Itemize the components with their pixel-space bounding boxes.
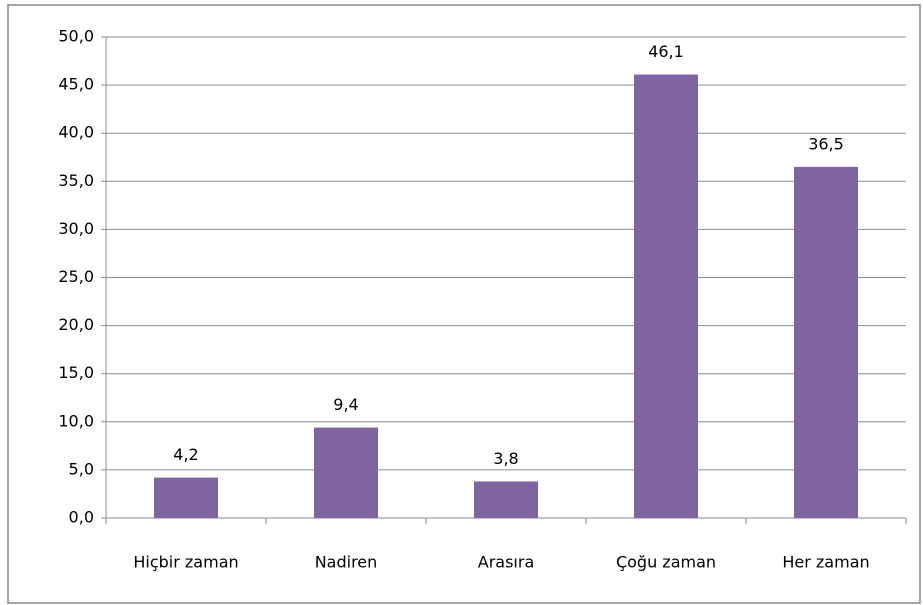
y-tick-label: 45,0 bbox=[58, 75, 94, 94]
y-tick-label: 30,0 bbox=[58, 219, 94, 238]
chart-frame bbox=[7, 4, 921, 604]
bar bbox=[314, 427, 378, 518]
data-label: 36,5 bbox=[808, 134, 844, 153]
y-tick-label: 5,0 bbox=[69, 459, 94, 478]
data-label: 4,2 bbox=[173, 445, 198, 464]
y-tick-label: 40,0 bbox=[58, 123, 94, 142]
y-tick-label: 0,0 bbox=[69, 508, 94, 527]
bar bbox=[154, 477, 218, 518]
data-label: 9,4 bbox=[333, 395, 358, 414]
y-tick-label: 50,0 bbox=[58, 27, 94, 46]
data-label: 3,8 bbox=[493, 449, 518, 468]
bar bbox=[634, 74, 698, 518]
y-tick-label: 25,0 bbox=[58, 267, 94, 286]
y-tick-label: 20,0 bbox=[58, 315, 94, 334]
x-tick-label: Nadiren bbox=[315, 553, 378, 572]
y-tick-label: 10,0 bbox=[58, 411, 94, 430]
x-tick-label: Arasıra bbox=[478, 553, 535, 572]
y-tick-label: 15,0 bbox=[58, 363, 94, 382]
x-tick-label: Çoğu zaman bbox=[616, 553, 716, 572]
x-tick-label: Her zaman bbox=[782, 553, 869, 572]
data-label: 46,1 bbox=[648, 42, 684, 61]
bar bbox=[794, 166, 858, 518]
x-tick-label: Hiçbir zaman bbox=[133, 553, 238, 572]
bar bbox=[474, 481, 538, 518]
y-tick-label: 35,0 bbox=[58, 171, 94, 190]
